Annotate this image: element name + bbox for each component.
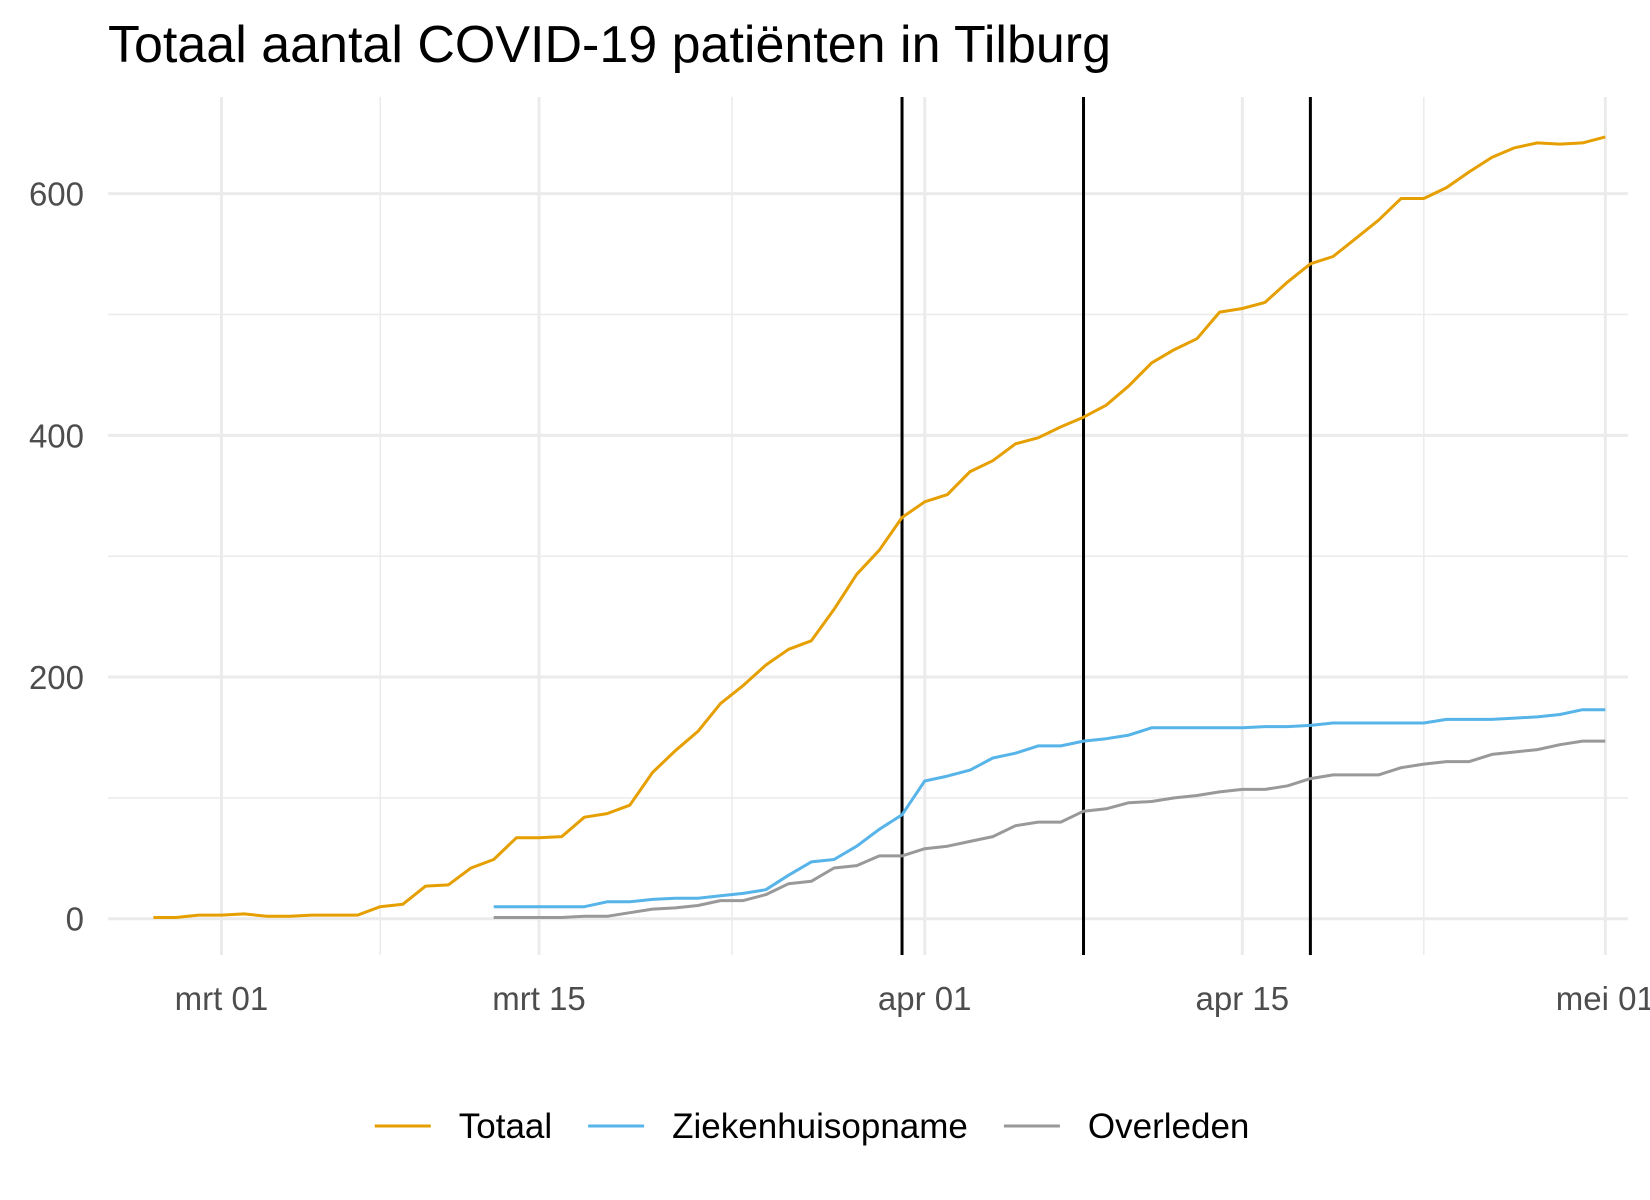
series-line-ziekenhuisopname [493,708,1606,909]
x-tick-label: mrt 15 [492,980,586,1017]
chart-title: Totaal aantal COVID-19 patiënten in Tilb… [108,16,1111,74]
series-lines [153,135,1606,919]
x-tick-label: apr 15 [1196,980,1290,1017]
y-tick-label: 600 [29,176,84,213]
legend-label: Ziekenhuisopname [672,1107,968,1146]
x-tick-label: mrt 01 [175,980,269,1017]
legend-label: Totaal [459,1107,552,1146]
series-line-overleden [493,739,1606,919]
y-axis-ticks: 0 200 400 600 [29,176,84,938]
y-tick-label: 200 [29,659,84,696]
x-axis-ticks: mrt 01 mrt 15 apr 01 apr 15 mei 01 [175,980,1650,1017]
grid [108,97,1628,955]
y-tick-label: 400 [29,417,84,454]
x-tick-label: mei 01 [1556,980,1650,1017]
legend-item-overleden: Overleden [1003,1107,1249,1146]
legend-label: Overleden [1088,1107,1249,1146]
y-tick-label: 0 [66,901,84,938]
series-line-totaal [153,135,1606,919]
x-tick-label: apr 01 [878,980,972,1017]
legend-item-totaal: Totaal [374,1107,552,1146]
reference-lines [900,97,1312,955]
legend-item-ziekenhuisopname: Ziekenhuisopname [588,1107,968,1146]
legend: Totaal Ziekenhuisopname Overleden [374,1107,1249,1146]
